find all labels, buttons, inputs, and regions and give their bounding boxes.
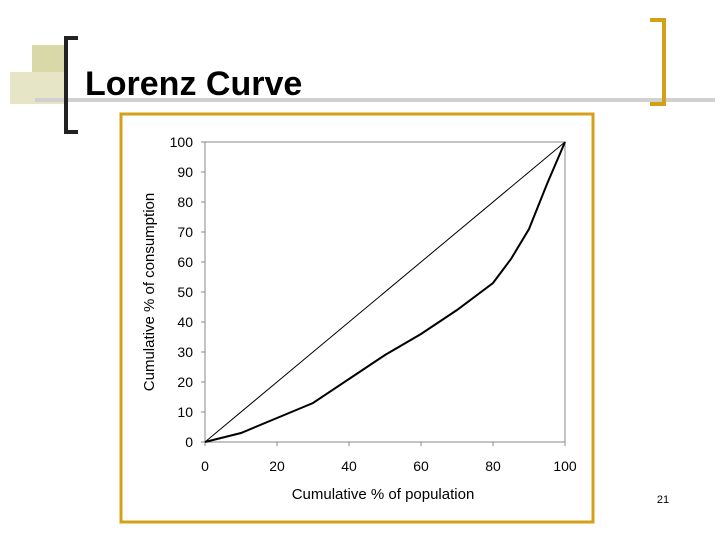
- slide-number: 21: [657, 494, 669, 506]
- line-series: [204, 141, 566, 443]
- y-tick-label: 10: [177, 404, 193, 420]
- title-underline: [35, 98, 715, 102]
- y-tick-label: 70: [177, 224, 193, 240]
- y-tick-label: 80: [177, 194, 193, 210]
- y-tick-label: 60: [177, 254, 193, 270]
- x-tick-label: 100: [553, 458, 577, 474]
- left-bracket: [64, 36, 78, 134]
- line-series: [204, 141, 566, 443]
- y-tick-label: 0: [185, 434, 193, 450]
- y-tick-label: 90: [177, 164, 193, 180]
- x-tick-label: 40: [341, 458, 357, 474]
- y-tick-label: 20: [177, 374, 193, 390]
- y-tick-label: 50: [177, 284, 193, 300]
- y-tick-label: 40: [177, 314, 193, 330]
- x-tick-label: 60: [413, 458, 429, 474]
- y-tick-label: 100: [170, 134, 194, 150]
- x-tick-label: 80: [485, 458, 501, 474]
- slide-title: Lorenz Curve: [85, 65, 302, 103]
- x-tick-label: 20: [269, 458, 285, 474]
- y-axis-label: Cumulative % of consumption: [141, 193, 158, 391]
- x-tick-label: 0: [201, 458, 209, 474]
- right-bracket: [650, 18, 666, 106]
- chart-frame: [119, 112, 595, 524]
- x-axis-label: Cumulative % of population: [292, 486, 475, 503]
- y-tick-label: 30: [177, 344, 193, 360]
